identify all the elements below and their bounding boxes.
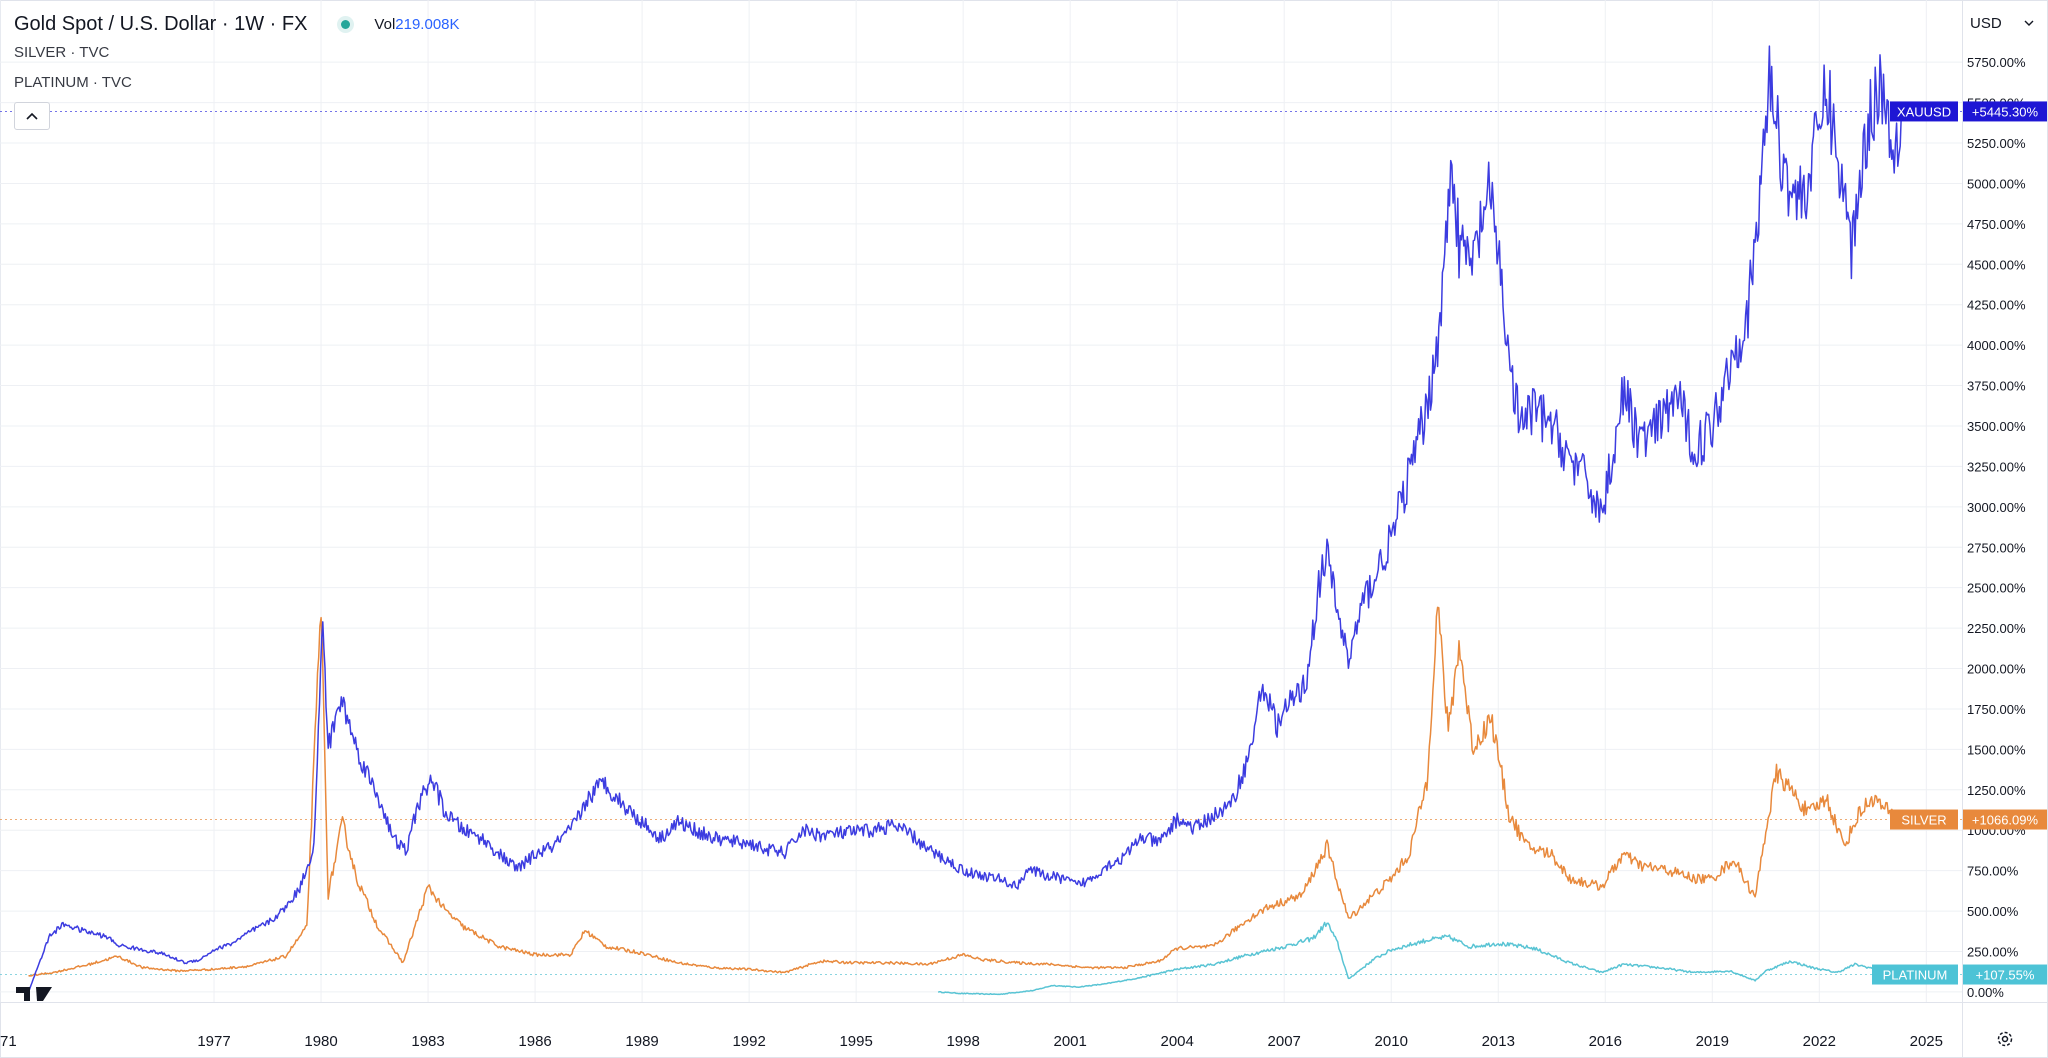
x-tick-label: 1995	[839, 1033, 872, 1050]
tradingview-logo-icon	[16, 987, 52, 1001]
compare-series-platinum[interactable]: PLATINUM · TVC	[14, 74, 132, 91]
y-tick-label: 3000.00%	[1967, 500, 2026, 515]
x-tick-label: 1971	[0, 1033, 17, 1050]
y-tick-label: 4250.00%	[1967, 298, 2026, 313]
x-tick-label: 2025	[1910, 1033, 1943, 1050]
x-tick-label: 1998	[946, 1033, 979, 1050]
platinum-value-label: +107.55%	[1976, 968, 2035, 983]
legend-collapse-button[interactable]	[14, 102, 50, 130]
y-tick-label: 3750.00%	[1967, 379, 2026, 394]
x-tick-label: 1989	[625, 1033, 658, 1050]
x-tick-label: 2016	[1589, 1033, 1622, 1050]
silver-name-label: SILVER	[1901, 813, 1946, 828]
x-tick-label: 1986	[518, 1033, 551, 1050]
gold-value-badge	[1963, 101, 2047, 122]
chevron-down-icon	[2024, 20, 2034, 26]
y-tick-label: 1750.00%	[1967, 702, 2026, 717]
y-tick-label: 250.00%	[1967, 944, 2019, 959]
platinum-name-badge	[1872, 964, 1958, 985]
x-tick-label: 2022	[1803, 1033, 1836, 1050]
gold-name-label: XAUUSD	[1897, 104, 1951, 119]
platinum-name-label: PLATINUM	[1883, 968, 1948, 983]
x-tick-label: 2001	[1053, 1033, 1086, 1050]
chevron-up-icon	[26, 112, 38, 120]
y-tick-label: 4750.00%	[1967, 217, 2026, 232]
volume-label: Vol	[374, 15, 396, 33]
x-tick-label: 2013	[1482, 1033, 1515, 1050]
chart-legend: Gold Spot / U.S. Dollar · 1W · FX Vol 21…	[14, 10, 460, 98]
silver-name-badge	[1890, 809, 1958, 830]
symbol-title[interactable]: Gold Spot / U.S. Dollar · 1W · FX	[14, 12, 308, 35]
x-tick-label: 2010	[1375, 1033, 1408, 1050]
silver-series-line[interactable]	[28, 606, 1903, 977]
gold-name-badge	[1890, 101, 1958, 122]
market-status-dot	[341, 19, 351, 29]
y-tick-label: 500.00%	[1967, 904, 2019, 919]
gear-icon	[1997, 1031, 2013, 1047]
volume-value: 219.008K	[395, 15, 460, 33]
gold-series-line[interactable]	[27, 45, 1903, 993]
x-tick-label: 1980	[304, 1033, 337, 1050]
y-tick-label: 0.00%	[1967, 985, 2004, 1000]
y-tick-label: 5750.00%	[1967, 55, 2026, 70]
y-tick-label: 4500.00%	[1967, 257, 2026, 272]
y-tick-label: 3500.00%	[1967, 419, 2026, 434]
y-tick-label: 2000.00%	[1967, 662, 2026, 677]
y-tick-label: 2250.00%	[1967, 621, 2026, 636]
currency-select[interactable]: USD	[1962, 6, 2042, 40]
y-tick-label: 1500.00%	[1967, 742, 2026, 757]
y-tick-label: 5250.00%	[1967, 136, 2026, 151]
chart-settings-button[interactable]	[1990, 1024, 2020, 1054]
x-tick-label: 1977	[197, 1033, 230, 1050]
silver-value-badge	[1963, 809, 2047, 830]
y-tick-label: 5000.00%	[1967, 176, 2026, 191]
x-tick-label: 2007	[1268, 1033, 1301, 1050]
y-tick-label: 3250.00%	[1967, 459, 2026, 474]
compare-series-silver[interactable]: SILVER · TVC	[14, 44, 110, 61]
gold-value-label: +5445.30%	[1972, 104, 2039, 119]
x-tick-label: 1983	[411, 1033, 444, 1050]
platinum-value-badge	[1963, 964, 2047, 985]
x-tick-label: 2004	[1161, 1033, 1194, 1050]
silver-value-label: +1066.09%	[1972, 813, 2039, 828]
y-tick-label: 2500.00%	[1967, 581, 2026, 596]
platinum-series-line[interactable]	[937, 921, 1902, 996]
y-tick-label: 1250.00%	[1967, 783, 2026, 798]
currency-label: USD	[1970, 14, 2002, 32]
y-tick-label: 4000.00%	[1967, 338, 2026, 353]
y-tick-label: 750.00%	[1967, 864, 2019, 879]
y-tick-label: 2750.00%	[1967, 540, 2026, 555]
x-tick-label: 1992	[732, 1033, 765, 1050]
x-tick-label: 2019	[1696, 1033, 1729, 1050]
